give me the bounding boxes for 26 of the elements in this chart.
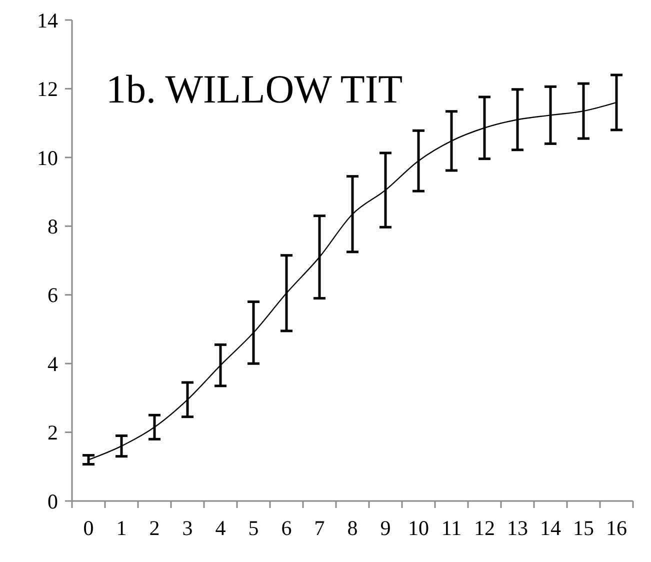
x-tick-label: 8 (347, 516, 358, 540)
x-tick-label: 7 (314, 516, 325, 540)
x-tick-label: 12 (474, 516, 495, 540)
x-tick-label: 3 (182, 516, 193, 540)
x-tick-label: 0 (83, 516, 94, 540)
x-tick-label: 11 (441, 516, 462, 540)
y-tick-label: 0 (48, 489, 58, 514)
y-tick-label: 2 (48, 420, 58, 445)
y-tick-label: 12 (37, 77, 58, 102)
y-tick-label: 4 (48, 352, 58, 376)
y-tick-label: 10 (37, 146, 58, 170)
x-tick-label: 16 (606, 516, 627, 540)
x-tick-label: 9 (380, 516, 391, 540)
x-tick-label: 6 (281, 516, 292, 540)
y-tick-label: 8 (48, 214, 58, 238)
text: 1b. WILLOW TIT (106, 66, 403, 112)
x-tick-label: 4 (215, 516, 226, 540)
x-tick-label: 13 (507, 516, 528, 540)
x-tick-label: 15 (573, 516, 594, 540)
x-tick-label: 1 (116, 516, 127, 540)
y-tick-label: 14 (37, 8, 58, 32)
x-tick-label: 10 (408, 516, 429, 540)
x-tick-label: 5 (248, 516, 259, 540)
y-tick-label: 6 (48, 283, 58, 308)
x-tick-label: 14 (540, 516, 562, 540)
x-tick-label: 2 (149, 516, 160, 540)
